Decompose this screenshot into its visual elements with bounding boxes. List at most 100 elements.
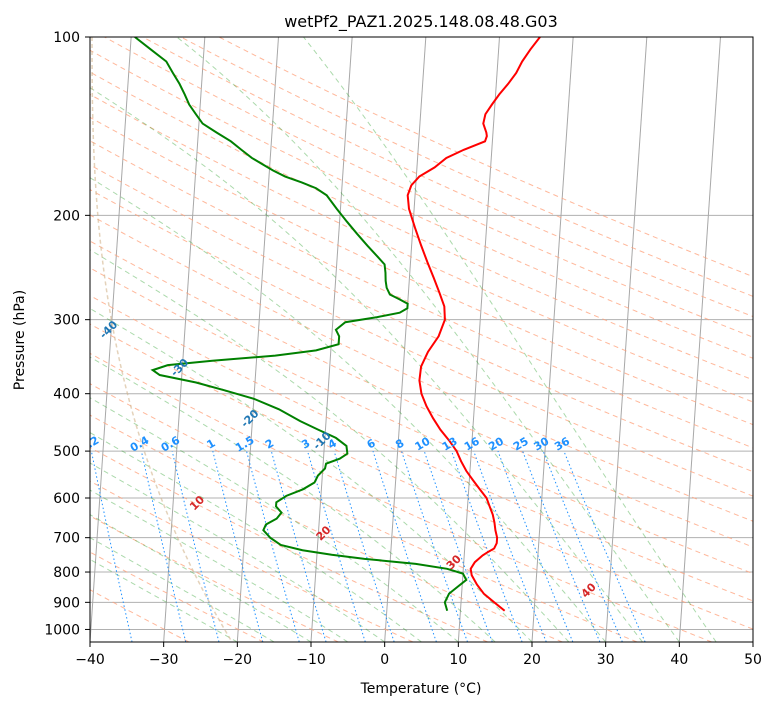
moist-adiabat-line [90,177,607,642]
dry-adiabat-label: 0 [62,461,77,476]
dry-adiabat-line [90,240,753,548]
dry-adiabat-label: 10 [187,493,207,513]
mixing-ratio-line [333,450,395,642]
x-tick-label: −30 [149,652,179,668]
y-tick-label: 600 [53,491,80,507]
moist-adiabat-line [303,37,717,642]
mixing-ratio-line [212,450,264,642]
x-tick-label: 30 [597,652,615,668]
isotherm-line [531,37,574,642]
y-tick-label: 900 [53,595,80,611]
mixing-ratio-label: 0.2 [78,434,101,455]
dry-adiabat-line [90,140,753,449]
mixing-ratio-line [542,450,623,642]
isotherm-line [90,37,132,642]
dry-adiabat-line [90,214,753,522]
dry-adiabat-label: 40 [579,580,599,600]
isotherm-label: -20 [238,407,261,430]
y-tick-label: 300 [53,313,80,329]
isotherm-line [163,37,206,642]
background-lines [90,37,753,642]
moist-adiabat-line [90,462,385,642]
dry-adiabat-line [90,589,190,642]
mixing-ratio-line [307,450,366,642]
y-axis-label: Pressure (hPa) [12,290,28,390]
decorative-arc-line [91,37,232,640]
mixing-ratio-line [270,450,327,642]
moist-adiabat-line [90,397,459,642]
dry-adiabat-line [90,189,753,497]
moist-adiabat-line [90,537,275,642]
x-tick-label: 10 [449,652,467,668]
moist-adiabat-line [176,37,680,642]
mixing-ratio-line [451,450,523,642]
mixing-ratio-line [497,450,574,642]
isotherm-line [457,37,500,642]
y-tick-label: 800 [53,565,80,581]
dry-adiabat-line [90,116,753,426]
x-tick-label: −20 [223,652,253,668]
mixing-ratio-line [473,450,547,642]
dry-adiabat-line [90,267,753,575]
dry-adiabat-line [90,414,563,642]
chart-title: wetPf2_PAZ1.2025.148.08.48.G03 [284,12,558,32]
x-tick-label: −10 [296,652,326,668]
mixing-ratio-line [171,450,220,642]
dry-adiabat-line [218,37,753,278]
mixing-ratio-line [401,450,468,642]
isotherm-label: -30 [168,356,191,379]
temperature-line [406,37,541,612]
mixing-ratio-line [423,450,493,642]
moist-adiabat-line [90,558,238,642]
y-tick-label: 1000 [44,622,80,638]
dry-adiabat-line [90,49,753,359]
mixing-ratio-line [140,450,187,642]
moist-adiabat-line [90,307,533,642]
isotherm-line [678,37,721,642]
isotherm-line [236,37,279,642]
x-tick-label: 20 [523,652,541,668]
isotherm-line [605,37,648,642]
dewpoint-line [134,37,468,612]
x-tick-label: 40 [670,652,688,668]
moist-adiabat-line [90,249,570,642]
dry-adiabat-line [90,383,638,642]
x-tick-label: −40 [75,652,105,668]
dry-adiabat-line [90,294,753,602]
isotherm-line [752,634,753,642]
y-tick-label: 700 [53,531,80,547]
isotherm-line [384,37,427,642]
axis-ticks: −40 −30 −20 −10 0 10 20 30 40 5010020030040050060… [44,30,762,668]
dry-adiabat-line [90,352,712,642]
moist-adiabat-line [90,489,349,642]
dry-adiabat-line [90,164,753,473]
mixing-ratio-line [90,451,133,642]
dry-adiabat-label: 20 [314,523,334,543]
mixing-ratio-line [563,450,646,642]
plot-frame [89,36,754,643]
mixing-ratio-label: 1 [204,437,217,452]
isotherm-label: -40 [97,318,120,341]
x-axis-label: Temperature (°C) [360,681,482,697]
y-tick-label: 500 [53,444,80,460]
x-tick-label: 0 [380,652,389,668]
y-tick-label: 400 [53,387,80,403]
mixing-ratio-line [372,450,437,642]
moist-adiabat-line [90,87,643,642]
mixing-ratio-line [246,450,300,642]
y-tick-label: 200 [53,208,80,224]
moist-adiabat-line [90,514,312,642]
y-tick-label: 100 [53,30,80,46]
dry-adiabat-line [90,480,414,642]
dry-adiabat-line [90,323,753,630]
dry-adiabat-line [90,93,753,403]
isotherm-label: -50 [26,278,49,301]
dry-adiabat-line [90,515,339,642]
moist-adiabat-line [90,432,422,642]
dry-adiabat-line [142,37,753,318]
mixing-ratio-label: 0.1 [31,434,54,455]
moist-adiabat-line [90,356,496,642]
x-tick-label: 50 [744,652,762,668]
dry-adiabat-line [90,71,753,381]
